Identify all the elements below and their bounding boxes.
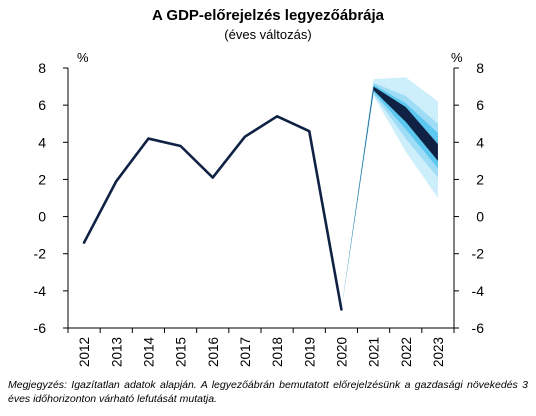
x-tick-label-2014: 2014 xyxy=(141,337,156,368)
axes xyxy=(63,67,459,333)
left-axis-unit: % xyxy=(77,50,89,65)
x-tick-label-2021: 2021 xyxy=(367,337,382,367)
y-tick-label-right: 0 xyxy=(476,209,484,225)
right-axis-unit: % xyxy=(451,50,463,65)
y-tick-label-right: 6 xyxy=(476,97,484,113)
y-tick-label-left: 0 xyxy=(38,209,46,225)
y-tick-label-right: -6 xyxy=(472,320,485,336)
y-tick-label-right: 2 xyxy=(476,171,484,187)
y-tick-label-left: -6 xyxy=(34,320,47,336)
fan-bands xyxy=(341,77,438,310)
y-tick-label-left: 4 xyxy=(38,134,46,150)
y-tick-label-right: 8 xyxy=(476,60,484,76)
x-tick-label-2023: 2023 xyxy=(431,337,446,367)
y-tick-label-left: 6 xyxy=(38,97,46,113)
y-tick-label-left: -2 xyxy=(34,246,47,262)
y-tick-label-right: 4 xyxy=(476,134,484,150)
gdp-line xyxy=(82,114,343,311)
gdp-series xyxy=(82,114,343,311)
x-tick-label-2022: 2022 xyxy=(399,337,414,367)
y-tick-label-left: -4 xyxy=(34,283,47,299)
y-tick-label-left: 2 xyxy=(38,171,46,187)
y-tick-label-right: -4 xyxy=(472,283,485,299)
x-tick-label-2015: 2015 xyxy=(174,337,189,367)
fan-band-2 xyxy=(341,82,438,310)
x-tick-label-2013: 2013 xyxy=(109,337,124,367)
x-tick-label-2017: 2017 xyxy=(238,337,253,367)
x-tick-label-2018: 2018 xyxy=(270,337,285,367)
chart-subtitle: (éves változás) xyxy=(224,27,311,42)
chart-note: Megjegyzés: Igazítatlan adatok alapján. … xyxy=(8,379,528,405)
x-tick-label-2012: 2012 xyxy=(77,337,92,367)
tick-labels: 8 8 6 6 4 4 2 2 0 0 -2 -2 -4 -4 -6 -6 2012 2013 2014 2015 20… xyxy=(34,60,485,367)
x-tick-label-2016: 2016 xyxy=(206,337,221,367)
x-tick-label-2019: 2019 xyxy=(302,337,317,367)
chart-title: A GDP-előrejelzés legyezőábrája xyxy=(152,7,385,24)
y-tick-label-left: 8 xyxy=(38,60,46,76)
gdp-fan-chart: A GDP-előrejelzés legyezőábrája (éves vá… xyxy=(34,7,485,367)
y-tick-label-right: -2 xyxy=(472,246,485,262)
x-tick-label-2020: 2020 xyxy=(334,337,349,367)
